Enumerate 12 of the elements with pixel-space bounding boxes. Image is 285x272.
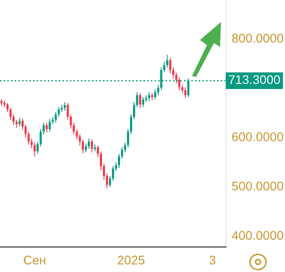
candlestick (54, 111, 57, 124)
ref-line-label: 713.3000 (228, 75, 280, 84)
x-tick-label: 3 (209, 256, 216, 265)
candlestick (178, 76, 180, 91)
y-tick-label: 800.0000 (232, 34, 284, 43)
candlestick (46, 122, 48, 134)
x-tick-label: Сен (24, 256, 46, 265)
candlestick (48, 118, 51, 132)
y-tick-label: 400.0000 (232, 230, 284, 240)
y-tick-label: 600.0000 (232, 132, 284, 142)
x-tick-label: 2025 (118, 256, 144, 265)
y-tick-label: 500.0000 (232, 182, 284, 191)
